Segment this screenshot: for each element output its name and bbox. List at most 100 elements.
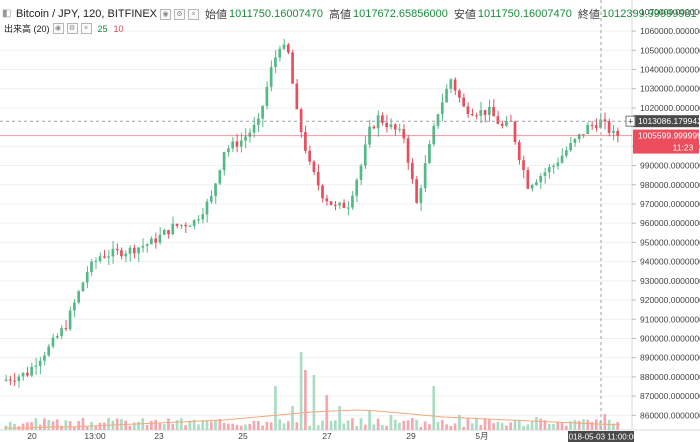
candle — [30, 362, 33, 378]
eye-icon[interactable]: ◉ — [160, 8, 172, 20]
time-scale[interactable]: 20 13:00 23 25 27 29 5月 — [27, 431, 488, 441]
candle — [171, 216, 175, 236]
volume-bar — [235, 424, 239, 430]
candle-body — [432, 125, 436, 145]
candle-body — [21, 372, 25, 377]
volume-bar — [94, 425, 98, 430]
candle — [483, 110, 487, 123]
volume-label[interactable]: 出来高 (20) — [4, 24, 50, 34]
volume-settings-icon[interactable]: ⚙ — [66, 23, 78, 34]
candle-body — [55, 336, 59, 338]
candle — [124, 250, 128, 263]
candle — [55, 333, 59, 339]
candle-body — [415, 179, 418, 203]
candle — [363, 136, 367, 169]
candle-body — [60, 328, 63, 337]
symbol-title[interactable]: Bitcoin / JPY, 120, BITFINEX — [16, 8, 158, 20]
candle — [132, 244, 136, 259]
candle — [346, 201, 350, 216]
candle — [526, 166, 530, 190]
candle-body — [295, 83, 299, 110]
candle — [496, 110, 500, 125]
candle — [547, 164, 551, 179]
volume-bar — [188, 420, 192, 430]
volume-bar — [77, 421, 80, 430]
volume-bar — [590, 421, 594, 430]
volume-bar — [209, 421, 213, 430]
candle — [517, 139, 521, 165]
volume-bar — [291, 406, 294, 430]
volume-bar — [34, 418, 38, 430]
series-collapse-icon[interactable]: ◧ — [2, 8, 12, 19]
candle-body — [363, 144, 367, 166]
volume-eye-icon[interactable]: ◉ — [52, 23, 64, 34]
candle — [252, 116, 256, 138]
volume-bar — [539, 418, 542, 430]
volume-bar — [492, 423, 495, 430]
volume-bar — [43, 418, 46, 430]
candle — [274, 49, 277, 74]
candle-body — [261, 105, 264, 119]
candle — [175, 223, 179, 229]
settings-icon[interactable]: ⚙ — [174, 8, 186, 20]
candle-body — [209, 196, 213, 202]
candle — [449, 78, 453, 94]
candle-body — [560, 155, 564, 163]
candle — [325, 194, 329, 206]
candle — [261, 105, 264, 127]
close-icon[interactable]: × — [188, 8, 200, 20]
candle-body — [282, 44, 286, 49]
volume-bar — [325, 395, 329, 430]
volume-bar — [368, 410, 371, 430]
candle-body — [124, 253, 128, 257]
candle — [8, 375, 12, 386]
candle-body — [111, 248, 115, 257]
volume-bar — [286, 421, 290, 430]
candle-body — [85, 272, 89, 283]
candle-body — [145, 244, 149, 246]
candle — [197, 215, 200, 224]
candle — [440, 93, 444, 122]
price-scale[interactable]: 1070000.000000000 1060000.000000000 105000… — [632, 7, 700, 420]
candle — [286, 43, 290, 55]
candle-body — [252, 124, 256, 133]
add-alert-icon[interactable] — [625, 115, 636, 127]
candle — [415, 175, 418, 204]
candle-body — [38, 360, 42, 366]
candle-body — [218, 170, 222, 184]
candle — [102, 249, 106, 259]
candle-body — [440, 102, 444, 115]
candle — [111, 240, 115, 264]
volume-bar — [333, 420, 337, 430]
candle-body — [128, 247, 132, 254]
candle — [13, 373, 16, 387]
price-tick-label: 950000.000000000 — [640, 237, 700, 247]
candle-body — [462, 97, 465, 107]
candle-body — [197, 219, 200, 221]
candle-body — [599, 119, 602, 128]
candle-body — [381, 115, 384, 123]
candle-body — [8, 379, 12, 381]
candle-body — [81, 282, 85, 292]
price-tick-label: 1020000.000000000 — [640, 103, 700, 113]
volume-bar — [445, 424, 448, 430]
candle-body — [141, 245, 145, 248]
candle — [410, 158, 414, 184]
crosshair-time-label: 2018-05-03 11:00:00 — [564, 433, 638, 442]
volume-value-up: 25 — [97, 23, 108, 34]
price-tick-label: 1050000.000000000 — [640, 45, 700, 55]
candle — [231, 136, 234, 152]
volume-close-icon[interactable]: × — [80, 23, 92, 34]
candle-body — [77, 291, 80, 303]
candle-body — [137, 247, 140, 254]
last-price-tag — [633, 129, 699, 154]
candles — [4, 38, 619, 388]
candle — [535, 179, 538, 186]
candle — [556, 157, 560, 170]
candle — [312, 160, 316, 175]
candle-body — [94, 261, 98, 263]
volume-value-ma: 10 — [113, 23, 124, 34]
close-label: 終値 — [577, 9, 600, 21]
volume-bar — [85, 426, 89, 430]
